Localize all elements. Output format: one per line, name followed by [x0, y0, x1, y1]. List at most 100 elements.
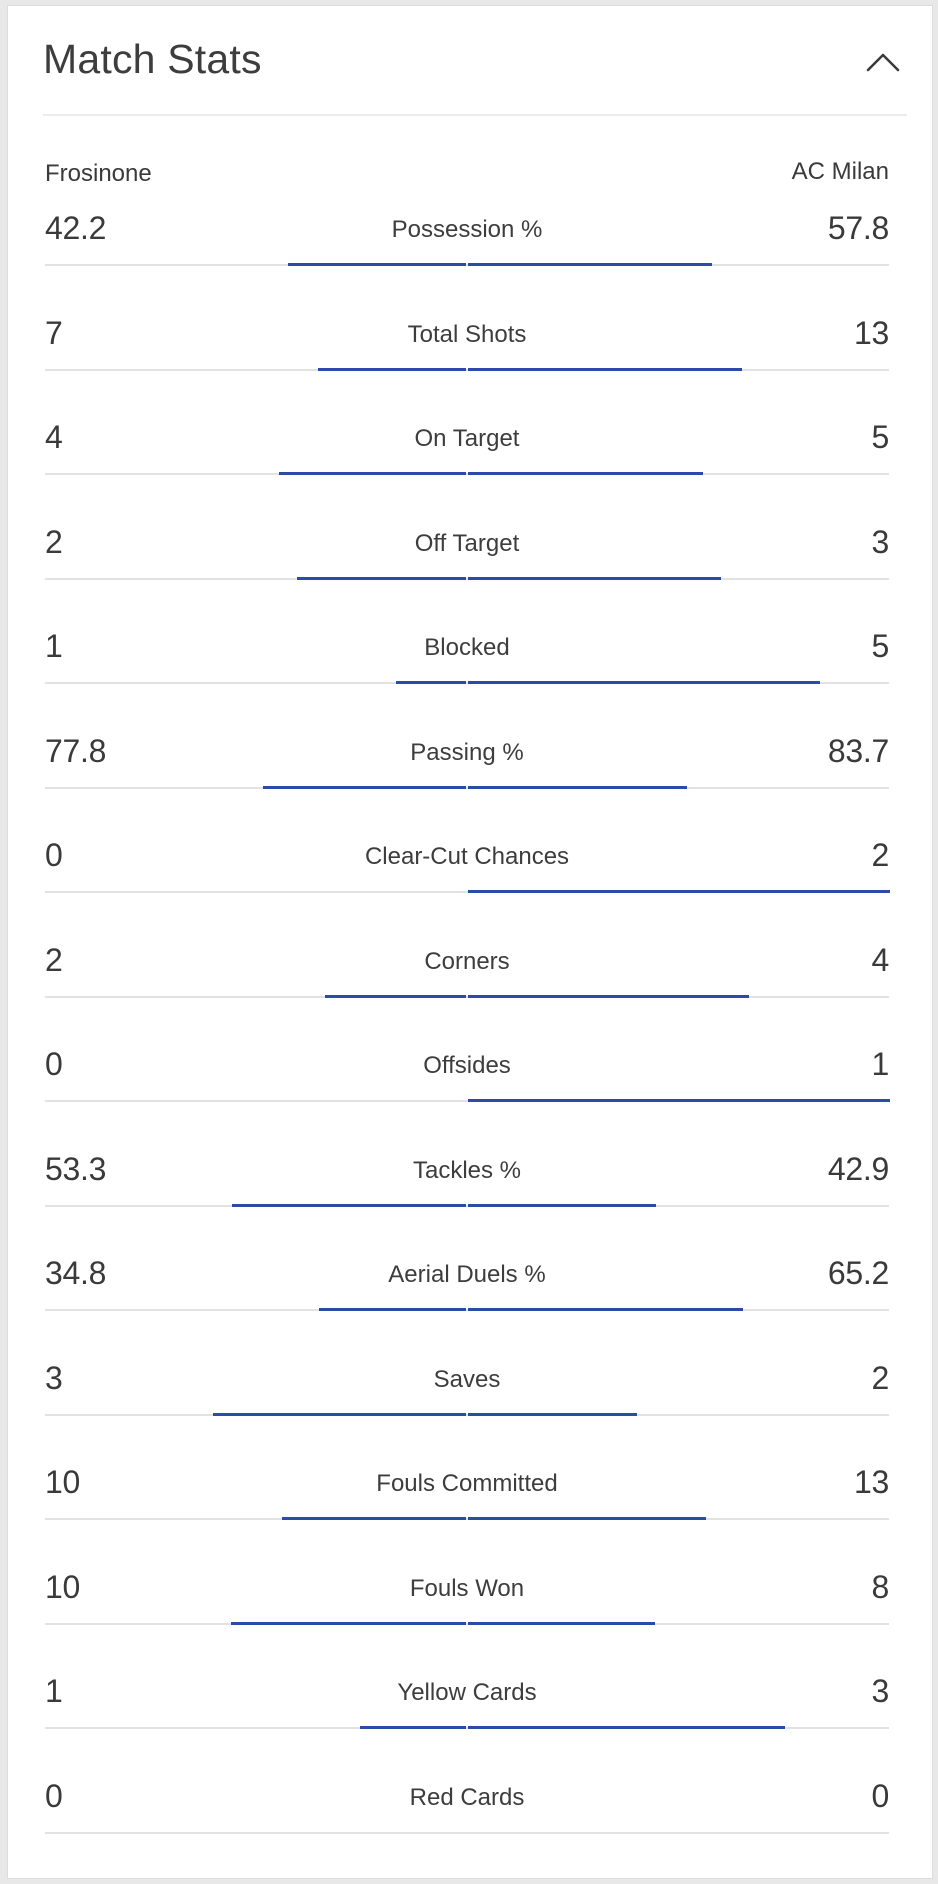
stat-label: Blocked — [424, 634, 510, 661]
stat-label: Red Cards — [409, 1783, 525, 1811]
home-stat-value: 10 — [45, 1464, 80, 1500]
match-stats-header: Match Stats — [43, 6, 907, 116]
away-stat-bar — [468, 263, 712, 266]
home-team-name: Frosinone — [45, 160, 152, 187]
stat-row: 7 Total Shots 13 — [45, 305, 889, 410]
home-stat-value: 10 — [45, 1568, 80, 1605]
home-stat-bar — [319, 1308, 466, 1311]
stat-label: Aerial Duels % — [388, 1261, 546, 1288]
home-stat-value: 53.3 — [45, 1150, 107, 1187]
away-stat-bar — [468, 1726, 785, 1729]
stat-track — [45, 891, 889, 893]
home-stat-bar — [231, 1621, 466, 1625]
home-stat-value: 7 — [45, 314, 63, 351]
away-team-name: AC Milan — [791, 158, 889, 185]
away-stat-value: 4 — [871, 941, 890, 978]
stat-row: 10 Fouls Won 8 — [45, 1559, 889, 1664]
home-stat-bar — [325, 994, 466, 998]
home-stat-value: 0 — [45, 1046, 63, 1082]
stat-label: On Target — [414, 425, 520, 452]
stat-label: Fouls Committed — [376, 1470, 558, 1497]
match-stats-card: Match Stats — [7, 5, 933, 1879]
away-stat-value: 5 — [871, 628, 890, 664]
stat-track — [45, 1100, 889, 1102]
stat-track — [45, 1831, 889, 1834]
stat-label: Clear-Cut Chances — [364, 843, 570, 870]
home-stat-bar — [396, 681, 466, 684]
away-stat-value: 13 — [854, 314, 889, 351]
away-stat-bar — [468, 994, 749, 998]
stat-track — [45, 1518, 889, 1520]
home-stat-bar — [213, 1412, 466, 1416]
stat-track — [45, 1309, 889, 1311]
away-stat-bar — [468, 890, 890, 893]
home-stat-bar — [232, 1203, 466, 1207]
stat-row: 4 On Target 5 — [45, 409, 889, 514]
stat-track — [45, 682, 889, 684]
away-stat-value: 8 — [871, 1568, 890, 1605]
stat-label: Fouls Won — [409, 1574, 525, 1602]
away-stat-bar — [468, 1099, 890, 1102]
stat-label: Off Target — [414, 529, 520, 557]
stat-label: Yellow Cards — [397, 1679, 537, 1706]
collapse-button[interactable] — [859, 42, 907, 82]
home-stat-value: 2 — [45, 941, 63, 978]
chevron-up-icon — [866, 53, 900, 72]
stat-track — [45, 1727, 889, 1729]
stat-track — [45, 264, 889, 266]
home-stat-value: 34.8 — [45, 1255, 107, 1291]
home-stat-value: 0 — [45, 837, 63, 873]
stat-track — [45, 368, 889, 371]
stat-track — [45, 995, 889, 998]
home-stat-bar — [288, 263, 466, 266]
stat-label: Offsides — [423, 1052, 511, 1079]
stat-row: 0 Red Cards 0 — [45, 1768, 889, 1873]
stat-row: 0 Clear-Cut Chances 2 — [45, 827, 890, 932]
stat-track — [45, 1622, 889, 1625]
away-stat-value: 13 — [854, 1464, 889, 1500]
stat-row: 2 Corners 4 — [45, 932, 889, 1037]
stat-row: 1 Blocked 5 — [45, 618, 889, 723]
stat-label: Total Shots — [407, 320, 527, 348]
away-stat-value: 5 — [871, 419, 890, 455]
stat-label: Tackles % — [412, 1156, 522, 1184]
home-stat-bar — [282, 1517, 466, 1520]
team-names: Frosinone AC Milan — [45, 158, 889, 190]
page-title: Match Stats — [43, 36, 262, 82]
home-stat-value: 1 — [45, 1673, 63, 1709]
home-stat-value: 0 — [45, 1777, 63, 1814]
stat-track — [45, 1204, 889, 1207]
away-stat-bar — [468, 1621, 655, 1625]
stat-track — [45, 786, 889, 789]
stat-label: Possession % — [391, 216, 543, 243]
stat-row: 2 Off Target 3 — [45, 514, 889, 619]
away-stat-value: 2 — [871, 1359, 890, 1396]
home-stat-value: 3 — [45, 1359, 63, 1396]
away-stat-bar — [468, 1203, 656, 1207]
away-stat-value: 83.7 — [827, 732, 889, 769]
stat-track — [45, 473, 889, 475]
home-stat-bar — [318, 367, 466, 371]
away-stat-value: 0 — [871, 1777, 890, 1814]
stat-label: Corners — [424, 947, 510, 975]
stat-row: 77.8 Passing % 83.7 — [45, 723, 889, 828]
stat-row: 34.8 Aerial Duels % 65.2 — [45, 1245, 889, 1350]
stat-track — [45, 577, 889, 580]
away-stat-value: 57.8 — [827, 210, 889, 246]
away-stat-value: 2 — [871, 837, 890, 873]
away-stat-bar — [468, 1308, 743, 1311]
home-stat-value: 42.2 — [45, 210, 107, 246]
away-stat-value: 1 — [871, 1046, 890, 1082]
away-stat-bar — [468, 785, 687, 789]
stats-list: 42.2 Possession % 57.8 7 Total Shots 13 4 On Ta… — [45, 200, 890, 1873]
home-stat-value: 1 — [45, 628, 63, 664]
stat-track — [45, 1413, 889, 1416]
away-stat-bar — [468, 1412, 637, 1416]
away-stat-bar — [468, 472, 703, 475]
away-stat-bar — [468, 576, 721, 580]
away-stat-value: 3 — [871, 1673, 890, 1709]
home-stat-bar — [360, 1726, 466, 1729]
home-stat-value: 4 — [45, 419, 63, 455]
home-stat-bar — [297, 576, 466, 580]
stat-label: Saves — [433, 1365, 501, 1393]
